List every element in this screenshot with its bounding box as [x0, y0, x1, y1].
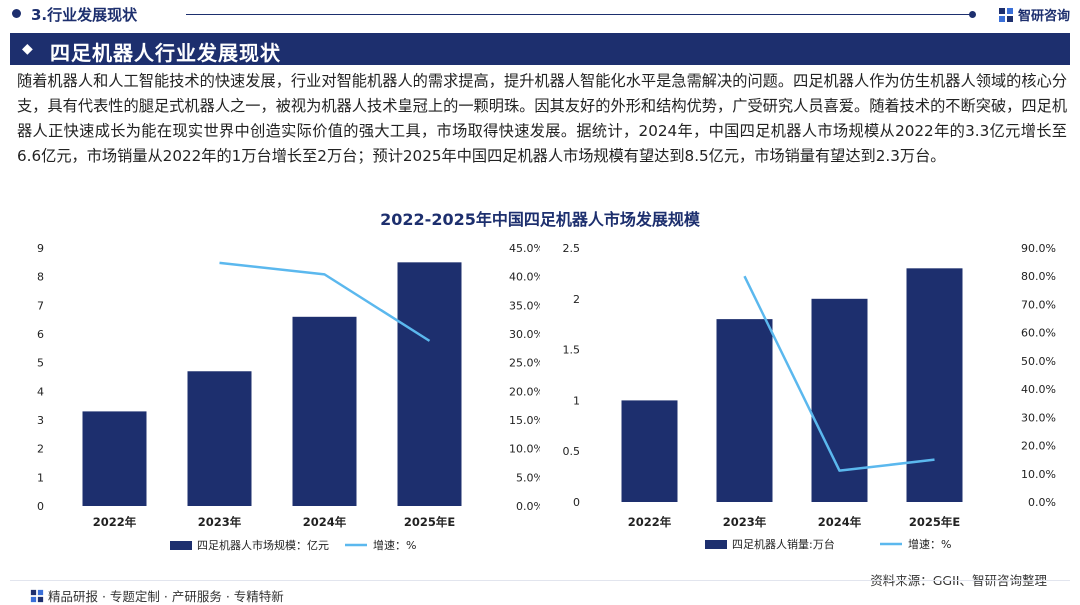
- legend-bar-label: 四足机器人市场规模：亿元: [197, 538, 329, 552]
- header-rule: [186, 14, 970, 15]
- brand-logo-icon: [998, 7, 1013, 22]
- y-left-tick-label: 7: [37, 299, 44, 312]
- header-rule-end-dot: [969, 11, 976, 18]
- y-right-tick-label: 25.0%: [509, 357, 540, 370]
- footer: 精品研报 · 专题定制 · 产研服务 · 专精特新: [30, 586, 284, 605]
- page-title: 四足机器人行业发展现状: [50, 41, 281, 65]
- y-right-tick-label: 20.0%: [509, 385, 540, 398]
- y-left-tick-label: 1: [37, 471, 44, 484]
- section-label: 3.行业发展现状: [31, 6, 138, 24]
- top-bar: 3.行业发展现状 智研咨询: [0, 0, 1080, 28]
- bar-2: [292, 316, 357, 506]
- bar-3: [397, 262, 462, 506]
- footer-logo-icon: [30, 589, 44, 602]
- bar-1: [716, 319, 773, 502]
- diamond-icon: ◆: [22, 41, 33, 57]
- legend-bar-swatch: [170, 541, 192, 550]
- legend-line-label: 增速：%: [908, 537, 951, 551]
- y-right-tick-label: 60.0%: [1021, 327, 1056, 340]
- y-left-tick-label: 8: [37, 271, 44, 284]
- y-right-tick-label: 30.0%: [509, 328, 540, 341]
- footer-divider: [10, 580, 1070, 581]
- legend-bar-swatch: [705, 540, 727, 549]
- y-right-tick-label: 50.0%: [1021, 355, 1056, 368]
- brand-logo: 智研咨询: [998, 5, 1070, 24]
- bar-0: [82, 411, 147, 506]
- y-left-tick-label: 2: [37, 443, 44, 456]
- y-right-tick-label: 40.0%: [509, 271, 540, 284]
- y-left-tick-label: 2.5: [563, 242, 581, 255]
- bar-3: [906, 268, 963, 502]
- y-right-tick-label: 70.0%: [1021, 298, 1056, 311]
- y-right-tick-label: 40.0%: [1021, 383, 1056, 396]
- title-banner: ◆ 四足机器人行业发展现状: [10, 33, 1070, 65]
- y-right-tick-label: 90.0%: [1021, 242, 1056, 255]
- x-category-label: 2023年: [723, 515, 767, 529]
- y-left-tick-label: 2: [573, 293, 580, 306]
- bullet-dot: [12, 9, 21, 18]
- body-paragraph: 随着机器人和人工智能技术的快速发展，行业对智能机器人的需求提高，提升机器人智能化…: [17, 72, 1067, 165]
- y-right-tick-label: 20.0%: [1021, 440, 1056, 453]
- x-category-label: 2025年E: [404, 515, 456, 529]
- y-right-tick-label: 45.0%: [509, 242, 540, 255]
- y-left-tick-label: 0: [573, 496, 580, 509]
- bar-1: [187, 371, 252, 506]
- y-right-tick-label: 10.0%: [509, 443, 540, 456]
- x-category-label: 2025年E: [909, 515, 961, 529]
- x-category-label: 2022年: [93, 515, 137, 529]
- x-category-label: 2024年: [818, 515, 862, 529]
- y-right-tick-label: 10.0%: [1021, 468, 1056, 481]
- bar-0: [621, 400, 678, 502]
- y-left-tick-label: 1.5: [563, 344, 581, 357]
- y-right-tick-label: 0.0%: [516, 500, 540, 513]
- y-left-tick-label: 9: [37, 242, 44, 255]
- footer-text: 精品研报 · 专题定制 · 产研服务 · 专精特新: [48, 589, 284, 604]
- y-left-tick-label: 0.5: [563, 445, 581, 458]
- x-category-label: 2023年: [198, 515, 242, 529]
- y-left-tick-label: 6: [37, 328, 44, 341]
- y-left-tick-label: 4: [37, 385, 44, 398]
- y-left-tick-label: 0: [37, 500, 44, 513]
- y-left-tick-label: 3: [37, 414, 44, 427]
- y-right-tick-label: 80.0%: [1021, 270, 1056, 283]
- market-size-chart: 0 1 2 3 4 5 6 7 8 9 0.0% 5.0% 10.0% 15.0% 20.0% 25.0% 30…: [37, 242, 540, 552]
- y-right-tick-label: 5.0%: [516, 471, 540, 484]
- legend-line-label: 增速：%: [373, 538, 416, 552]
- legend-bar-label: 四足机器人销量:万台: [732, 537, 835, 551]
- figure-title: 2022-2025年中国四足机器人市场发展规模: [380, 210, 700, 229]
- y-left-tick-label: 1: [573, 394, 580, 407]
- x-category-label: 2024年: [303, 515, 347, 529]
- y-left-tick-label: 5: [37, 357, 44, 370]
- y-right-tick-label: 35.0%: [509, 299, 540, 312]
- brand-name: 智研咨询: [1017, 9, 1070, 24]
- y-right-tick-label: 15.0%: [509, 414, 540, 427]
- y-right-tick-label: 0.0%: [1028, 496, 1056, 509]
- y-right-tick-label: 30.0%: [1021, 411, 1056, 424]
- x-category-label: 2022年: [628, 515, 672, 529]
- sales-volume-chart: 0 0.5 1 1.5 2 2.5 0.0% 10.0% 20.0% 30.0% 40.0% 50.0…: [563, 242, 1057, 551]
